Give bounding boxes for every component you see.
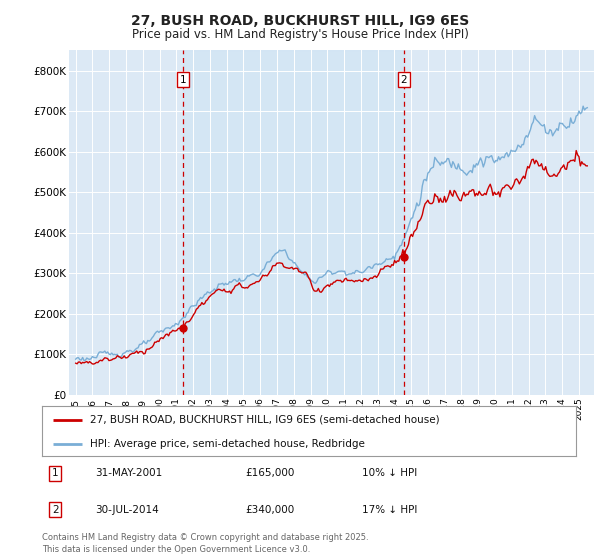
Text: 2: 2 bbox=[52, 505, 59, 515]
Text: 27, BUSH ROAD, BUCKHURST HILL, IG9 6ES (semi-detached house): 27, BUSH ROAD, BUCKHURST HILL, IG9 6ES (… bbox=[90, 414, 440, 424]
Bar bbox=[183, 50, 404, 395]
Text: Contains HM Land Registry data © Crown copyright and database right 2025.
This d: Contains HM Land Registry data © Crown c… bbox=[42, 533, 368, 554]
Text: 30-JUL-2014: 30-JUL-2014 bbox=[95, 505, 159, 515]
Text: 10% ↓ HPI: 10% ↓ HPI bbox=[362, 468, 418, 478]
Text: £340,000: £340,000 bbox=[245, 505, 294, 515]
Text: 27, BUSH ROAD, BUCKHURST HILL, IG9 6ES: 27, BUSH ROAD, BUCKHURST HILL, IG9 6ES bbox=[131, 14, 469, 28]
Text: 31-MAY-2001: 31-MAY-2001 bbox=[95, 468, 163, 478]
Text: £165,000: £165,000 bbox=[245, 468, 294, 478]
Text: 2: 2 bbox=[401, 74, 407, 85]
Text: Price paid vs. HM Land Registry's House Price Index (HPI): Price paid vs. HM Land Registry's House … bbox=[131, 28, 469, 41]
Text: 1: 1 bbox=[180, 74, 187, 85]
Text: HPI: Average price, semi-detached house, Redbridge: HPI: Average price, semi-detached house,… bbox=[90, 439, 365, 449]
Text: 17% ↓ HPI: 17% ↓ HPI bbox=[362, 505, 418, 515]
Text: 1: 1 bbox=[52, 468, 59, 478]
